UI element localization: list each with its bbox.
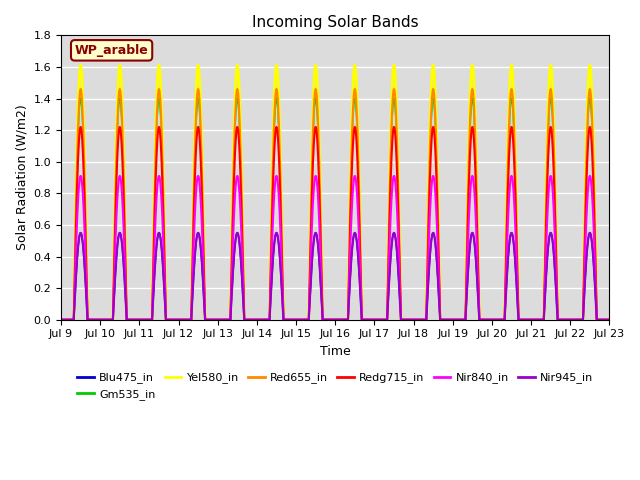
Red655_in	[77, 86, 84, 92]
Yel580_in	[201, 302, 209, 308]
Title: Incoming Solar Bands: Incoming Solar Bands	[252, 15, 419, 30]
Yel580_in	[605, 317, 613, 323]
Yel580_in	[264, 317, 272, 323]
Line: Yel580_in: Yel580_in	[61, 65, 609, 320]
Red655_in	[57, 317, 65, 323]
Redg715_in	[57, 317, 65, 323]
Redg715_in	[605, 317, 613, 323]
Gm535_in	[264, 317, 272, 323]
Redg715_in	[264, 317, 272, 323]
Nir840_in	[57, 317, 65, 323]
Redg715_in	[323, 317, 330, 323]
Nir840_in	[323, 317, 330, 323]
Line: Red655_in: Red655_in	[61, 89, 609, 320]
Yel580_in	[428, 70, 436, 75]
Nir945_in	[605, 317, 613, 323]
Nir945_in	[86, 317, 93, 323]
Red655_in	[201, 303, 209, 309]
Line: Gm535_in: Gm535_in	[61, 98, 609, 320]
Red655_in	[428, 93, 436, 98]
Red655_in	[264, 317, 272, 323]
Nir840_in	[275, 198, 283, 204]
Redg715_in	[428, 130, 436, 135]
Nir840_in	[86, 317, 93, 323]
Blu475_in	[201, 312, 209, 318]
Gm535_in	[605, 317, 613, 323]
Gm535_in	[201, 304, 209, 310]
Legend: Blu475_in, Gm535_in, Yel580_in, Red655_in, Redg715_in, Nir840_in, Nir945_in: Blu475_in, Gm535_in, Yel580_in, Red655_i…	[72, 368, 598, 404]
Nir945_in	[77, 230, 84, 236]
Yel580_in	[86, 317, 93, 323]
Redg715_in	[86, 317, 93, 323]
Blu475_in	[264, 317, 272, 323]
Nir945_in	[428, 232, 436, 238]
Red655_in	[605, 317, 613, 323]
Nir840_in	[77, 173, 84, 179]
Line: Redg715_in: Redg715_in	[61, 127, 609, 320]
Gm535_in	[77, 96, 84, 101]
Gm535_in	[428, 102, 436, 108]
Blu475_in	[57, 317, 65, 323]
Blu475_in	[428, 232, 436, 238]
Y-axis label: Solar Radiation (W/m2): Solar Radiation (W/m2)	[15, 105, 28, 251]
Nir945_in	[201, 312, 209, 318]
Yel580_in	[77, 62, 84, 68]
Nir840_in	[428, 177, 436, 183]
Nir945_in	[323, 317, 330, 323]
Yel580_in	[275, 107, 283, 113]
Blu475_in	[605, 317, 613, 323]
Redg715_in	[201, 306, 209, 312]
Yel580_in	[323, 317, 330, 323]
Line: Blu475_in: Blu475_in	[61, 233, 609, 320]
Yel580_in	[57, 317, 65, 323]
Blu475_in	[275, 245, 283, 251]
Nir945_in	[57, 317, 65, 323]
Nir840_in	[201, 309, 209, 314]
Redg715_in	[275, 158, 283, 164]
Line: Nir945_in: Nir945_in	[61, 233, 609, 320]
Gm535_in	[275, 134, 283, 140]
Line: Nir840_in: Nir840_in	[61, 176, 609, 320]
Nir945_in	[275, 245, 283, 251]
Blu475_in	[86, 317, 93, 323]
Red655_in	[275, 126, 283, 132]
Text: WP_arable: WP_arable	[75, 44, 148, 57]
Redg715_in	[77, 124, 84, 130]
Nir840_in	[264, 317, 272, 323]
Gm535_in	[86, 317, 93, 323]
X-axis label: Time: Time	[320, 345, 351, 358]
Nir945_in	[264, 317, 272, 323]
Gm535_in	[57, 317, 65, 323]
Gm535_in	[323, 317, 330, 323]
Blu475_in	[323, 317, 330, 323]
Red655_in	[86, 317, 93, 323]
Red655_in	[323, 317, 330, 323]
Nir840_in	[605, 317, 613, 323]
Blu475_in	[77, 230, 84, 236]
